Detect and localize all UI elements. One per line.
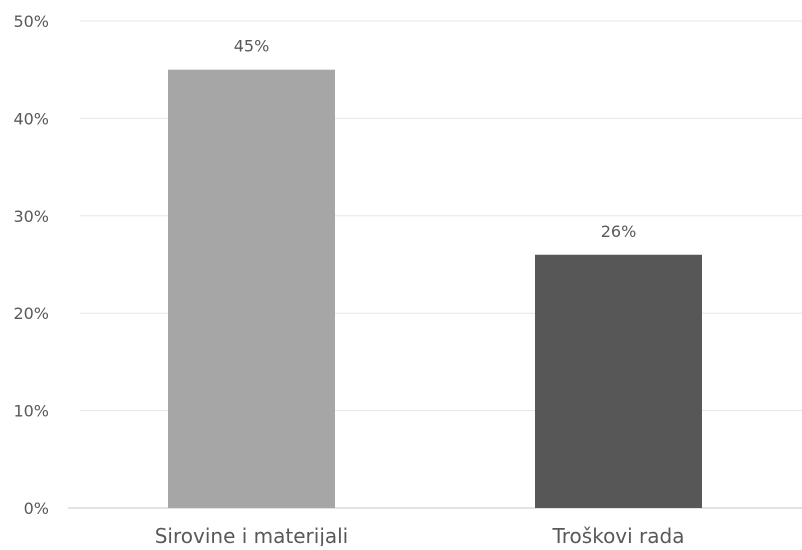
x-tick-label: Sirovine i materijali bbox=[155, 524, 349, 546]
y-tick-label: 10% bbox=[13, 402, 49, 421]
data-label: 45% bbox=[234, 37, 270, 56]
data-label: 26% bbox=[601, 222, 637, 241]
y-tick-label: 50% bbox=[13, 12, 49, 31]
x-tick-label: Troškovi rada bbox=[551, 524, 684, 546]
bar bbox=[168, 69, 335, 508]
y-tick-label: 20% bbox=[13, 304, 49, 323]
y-tick-label: 0% bbox=[24, 499, 49, 518]
bar bbox=[535, 254, 702, 508]
y-tick-label: 30% bbox=[13, 207, 49, 226]
y-tick-label: 40% bbox=[13, 109, 49, 128]
